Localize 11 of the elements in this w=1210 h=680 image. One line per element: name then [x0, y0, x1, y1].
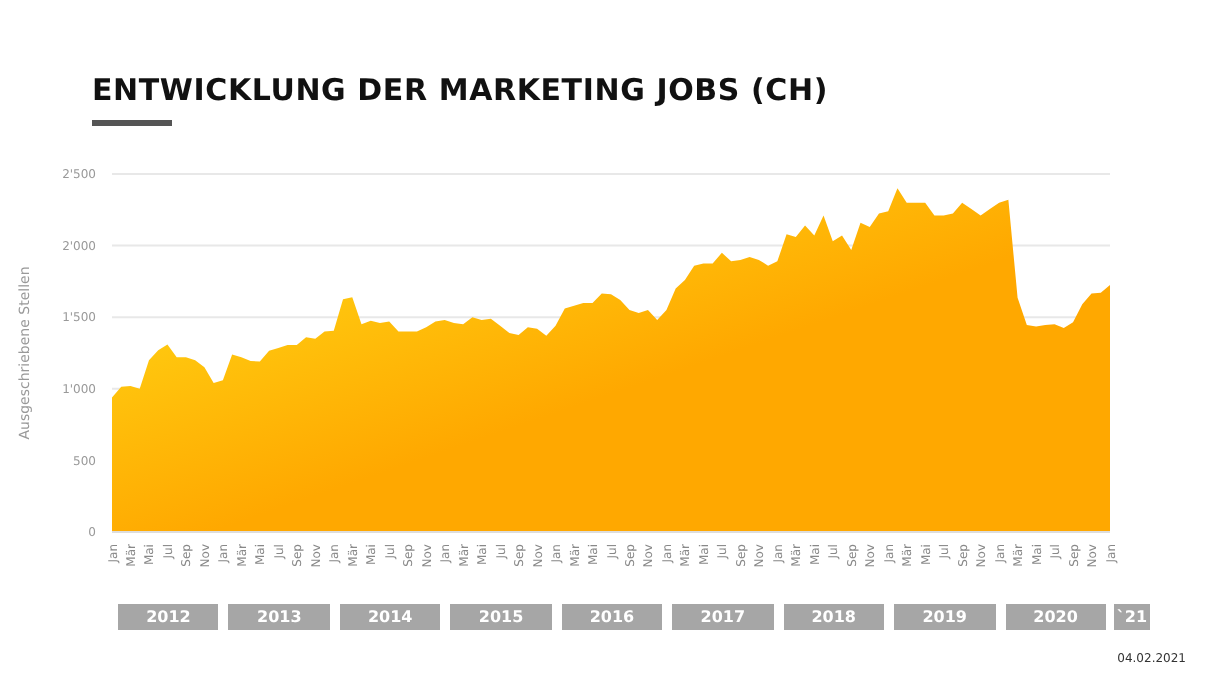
- text: 2020: [1005, 604, 1106, 630]
- text: 2012: [118, 604, 219, 630]
- text: 2014: [339, 604, 441, 630]
- text: 2015: [450, 604, 552, 630]
- text: 2019: [894, 604, 996, 630]
- chart-title: ENTWICKLUNG DER MARKETING JOBS (CH): [92, 72, 828, 108]
- text: `21: [1114, 604, 1150, 630]
- text: 2017: [672, 604, 774, 630]
- text: 2018: [783, 604, 885, 630]
- text: 2013: [228, 604, 330, 630]
- text: 2016: [561, 604, 663, 630]
